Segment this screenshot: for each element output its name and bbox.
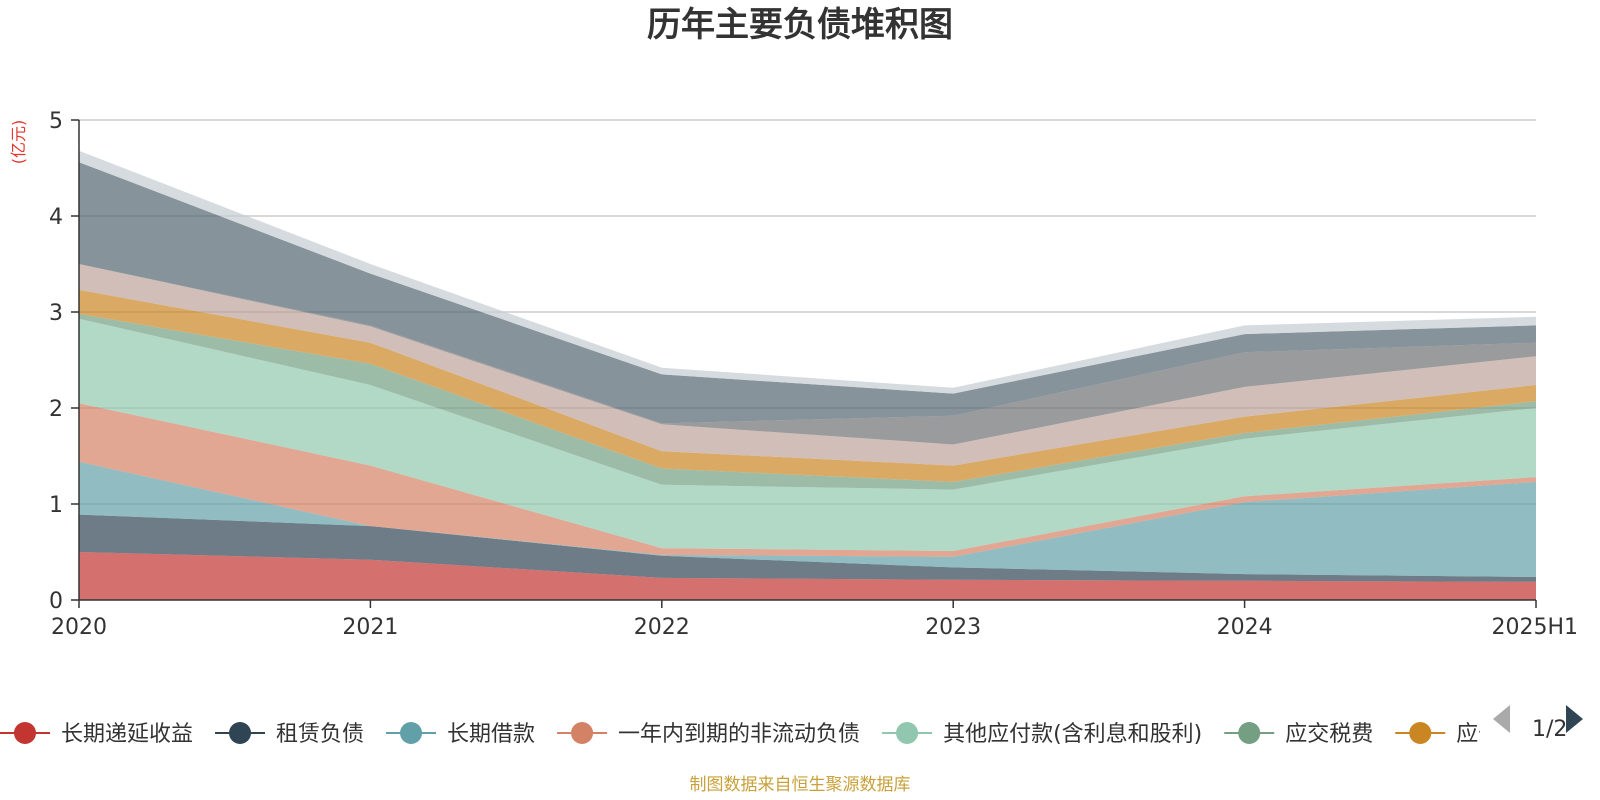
area-series-6 <box>79 313 1536 490</box>
legend-marker-icon <box>896 722 919 744</box>
y-tick-label: 4 <box>49 205 63 230</box>
legend-marker-icon <box>229 722 252 744</box>
legend-items: 长期递延收益 租赁负债 长期借款 一年内到期的非流动负债 其他应付款(含利息和股利) 应交… <box>0 722 1588 747</box>
axes: 0 1 2 3 4 5 2020 2021 2022 2023 2024 2025H1 <box>49 109 1578 640</box>
x-tick-label: 2021 <box>342 615 398 640</box>
x-tick-label: 2023 <box>925 615 981 640</box>
x-tick-label: 2020 <box>51 615 107 640</box>
x-tick-label: 2025H1 <box>1491 615 1578 640</box>
area-series-10 <box>79 162 1536 424</box>
x-tick-label: 2024 <box>1217 615 1273 640</box>
legend-marker-icon <box>1409 722 1432 744</box>
legend-label: 长期借款 <box>447 722 535 747</box>
legend-prev-arrow-icon[interactable] <box>1493 705 1510 733</box>
y-tick-label: 3 <box>49 301 63 326</box>
legend-label: 租赁负债 <box>276 722 364 747</box>
area-series-4 <box>79 403 1536 557</box>
legend-marker-icon <box>571 722 594 744</box>
legend-marker-icon <box>400 722 423 744</box>
legend-page-indicator: 1/2 <box>1532 717 1567 742</box>
legend-label: 长期递延收益 <box>61 722 193 747</box>
legend-marker-icon <box>1238 722 1261 744</box>
legend-label: 应付职工薪酬 <box>1456 722 1588 747</box>
legend-item[interactable]: 应付职工薪酬 <box>1395 722 1588 747</box>
source-note: 制图数据来自恒生聚源数据库 <box>690 775 911 795</box>
legend-label: 其他应付款(含利息和股利) <box>943 722 1202 747</box>
legend-pager: 1/2 <box>1493 705 1583 742</box>
legend-item[interactable]: 其他应付款(含利息和股利) <box>882 722 1202 747</box>
legend-item[interactable]: 一年内到期的非流动负债 <box>557 722 860 747</box>
legend-label: 应交税费 <box>1285 722 1373 747</box>
area-series-layer <box>79 150 1536 600</box>
legend: 长期递延收益 租赁负债 长期借款 一年内到期的非流动负债 其他应付款(含利息和股利) 应交… <box>0 722 1588 747</box>
area-series-8 <box>79 264 1536 466</box>
y-unit-label: (亿元) <box>9 120 28 165</box>
legend-item[interactable]: 长期借款 <box>386 722 535 747</box>
y-tick-label: 0 <box>49 589 63 614</box>
area-series-7 <box>79 289 1536 482</box>
legend-next-arrow-icon[interactable] <box>1566 705 1583 733</box>
chart-title: 历年主要负债堆积图 <box>647 5 953 45</box>
area-series-5 <box>79 318 1536 551</box>
y-tick-label: 1 <box>49 493 63 518</box>
area-series-1 <box>79 552 1536 600</box>
y-tick-label: 2 <box>49 397 63 422</box>
legend-marker-icon <box>14 722 36 744</box>
legend-label: 一年内到期的非流动负债 <box>618 722 860 747</box>
area-series-11 <box>79 150 1536 394</box>
legend-item[interactable]: 租赁负债 <box>215 722 364 747</box>
legend-item[interactable]: 应交税费 <box>1224 722 1373 747</box>
x-tick-label: 2022 <box>634 615 690 640</box>
area-series-2 <box>79 514 1536 582</box>
legend-item[interactable]: 长期递延收益 <box>0 722 193 747</box>
area-series-3 <box>79 461 1536 577</box>
area-series-9 <box>79 264 1536 445</box>
y-tick-label: 5 <box>49 109 63 134</box>
